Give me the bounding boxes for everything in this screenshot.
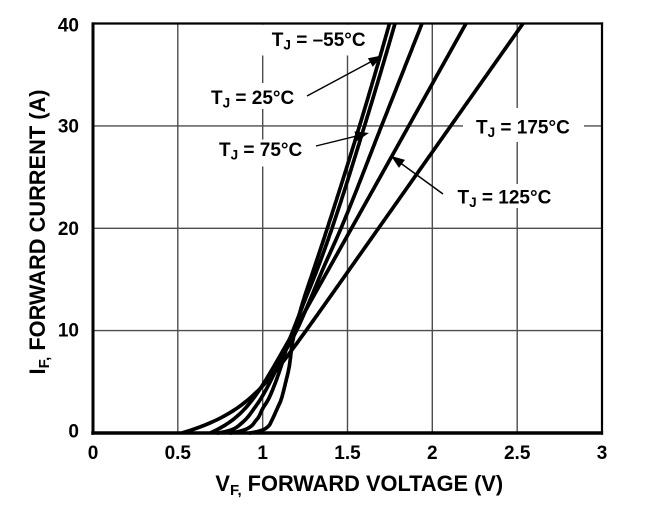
svg-text:TJ = 125°C: TJ = 125°C [458, 187, 552, 210]
svg-text:2: 2 [427, 443, 438, 464]
svg-text:10: 10 [58, 320, 79, 341]
svg-text:2.5: 2.5 [504, 443, 531, 464]
svg-text:1.5: 1.5 [334, 443, 361, 464]
svg-text:0: 0 [68, 422, 79, 443]
svg-text:TJ = 75°C: TJ = 75°C [219, 140, 303, 163]
svg-text:30: 30 [58, 117, 79, 138]
svg-text:20: 20 [58, 219, 79, 240]
svg-text:3: 3 [597, 443, 608, 464]
svg-text:TJ = 175°C: TJ = 175°C [476, 117, 570, 140]
svg-text:TJ = –55°C: TJ = –55°C [272, 30, 366, 53]
svg-text:0: 0 [88, 443, 99, 464]
svg-text:0.5: 0.5 [165, 443, 192, 464]
svg-text:40: 40 [58, 16, 79, 37]
svg-text:VF, FORWARD VOLTAGE (V): VF, FORWARD VOLTAGE (V) [215, 471, 503, 499]
svg-text:1: 1 [257, 443, 268, 464]
svg-text:IF, FORWARD CURRENT (A): IF, FORWARD CURRENT (A) [25, 90, 53, 375]
svg-text:TJ = 25°C: TJ = 25°C [211, 88, 295, 111]
